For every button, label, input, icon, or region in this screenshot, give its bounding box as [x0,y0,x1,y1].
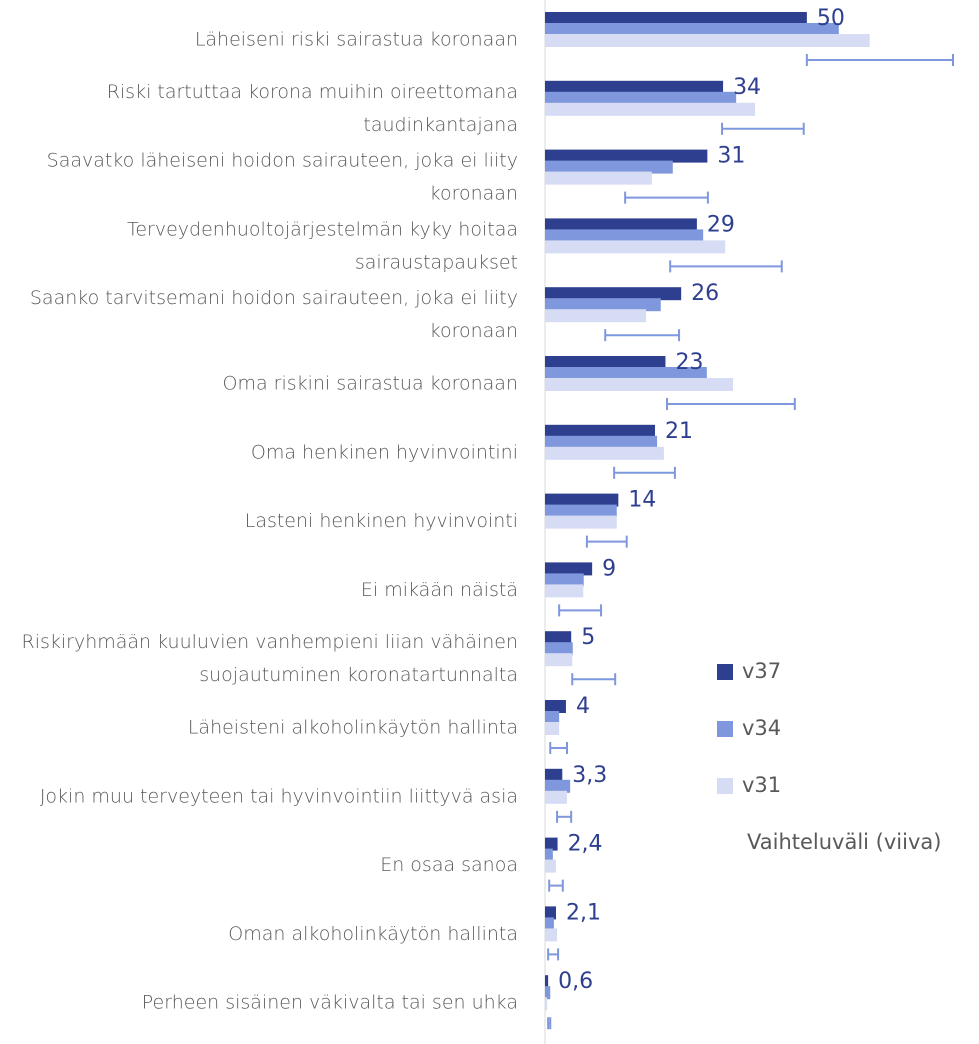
bar [545,917,554,931]
value-label: 9 [602,556,616,581]
bar [545,34,870,47]
bar [545,378,734,391]
bar [545,711,560,724]
legend-swatch [717,664,733,680]
legend-swatch [717,778,733,794]
bar [545,790,567,804]
bar [545,298,661,312]
category-label: Ei mikään näistä [361,579,518,601]
bar [545,493,619,507]
value-label: 2,4 [568,832,603,857]
value-label: 21 [665,419,693,444]
bar [545,367,707,380]
bar [545,642,573,656]
bar [545,997,548,1011]
category-label: Perheen sisäinen väkivalta tai sen uhka [142,992,518,1014]
legend-label: Vaihteluväli (viiva) [747,830,941,854]
bar [545,160,673,174]
category-label: Riskiryhmään kuuluvien vanhempieni liian… [22,631,519,686]
category-label: Saanko tarvitsemani hoidon sairauteen, j… [30,287,518,342]
value-label: 50 [817,6,845,31]
category-label: Saavatko läheiseni hoidon sairauteen, jo… [47,149,518,204]
category-label: En osaa sanoa [380,854,518,876]
value-label: 23 [675,350,703,375]
legend-swatch [717,721,733,737]
bar [545,584,584,598]
bar [545,240,726,254]
bar [545,504,617,518]
bar [545,700,566,713]
bar [545,102,756,116]
legend-label: v34 [742,716,781,740]
bar [545,631,572,645]
value-label: 4 [576,694,590,719]
value-label: 3,3 [572,763,607,788]
value-label: 2,1 [566,900,601,925]
bar [545,356,666,369]
category-label: Jokin muu terveyteen tai hyvinvointiin l… [40,785,518,807]
bar [545,218,697,232]
value-label: 26 [691,281,719,306]
category-label: Oman alkoholinkäytön hallinta [228,923,518,945]
category-label: Oma riskini sairastua koronaan [223,373,518,395]
bar [545,653,573,667]
value-label: 34 [733,75,761,100]
legend-label: v37 [742,659,781,683]
legend-label: v31 [742,773,781,797]
bar [545,779,571,793]
bar [545,446,664,460]
category-label: Läheiseni riski sairastua koronaan [195,29,518,51]
bar [545,573,584,587]
bar [545,562,593,576]
bar [545,768,563,782]
bar [545,722,560,735]
value-label: 5 [581,625,595,650]
bar [545,80,724,94]
bar [545,171,652,185]
bar [545,848,553,862]
bar [545,837,558,851]
bar [545,287,682,301]
bar [545,859,556,873]
bar [545,435,658,449]
bar [545,928,558,942]
bar [545,91,737,105]
bar [545,229,704,243]
bar [545,12,807,25]
value-label: 14 [628,488,656,513]
category-label: Riski tartuttaa korona muihin oireettoma… [107,80,518,135]
bar [545,309,647,323]
category-label: Terveydenhuoltojärjestelmän kyky hoitaa s… [127,218,518,273]
bar [545,975,549,989]
bar [545,906,556,920]
bar [545,23,839,36]
bar [545,986,551,1000]
bar [545,515,617,529]
bar [545,149,708,163]
category-label: Läheisteni alkoholinkäytön hallinta [188,717,518,739]
category-label: Oma henkinen hyvinvointini [251,441,518,463]
value-label: 0,6 [558,969,593,994]
category-label: Lasteni henkinen hyvinvointi [245,510,518,532]
value-label: 29 [707,212,735,237]
bar [545,424,655,438]
value-label: 31 [717,144,745,169]
